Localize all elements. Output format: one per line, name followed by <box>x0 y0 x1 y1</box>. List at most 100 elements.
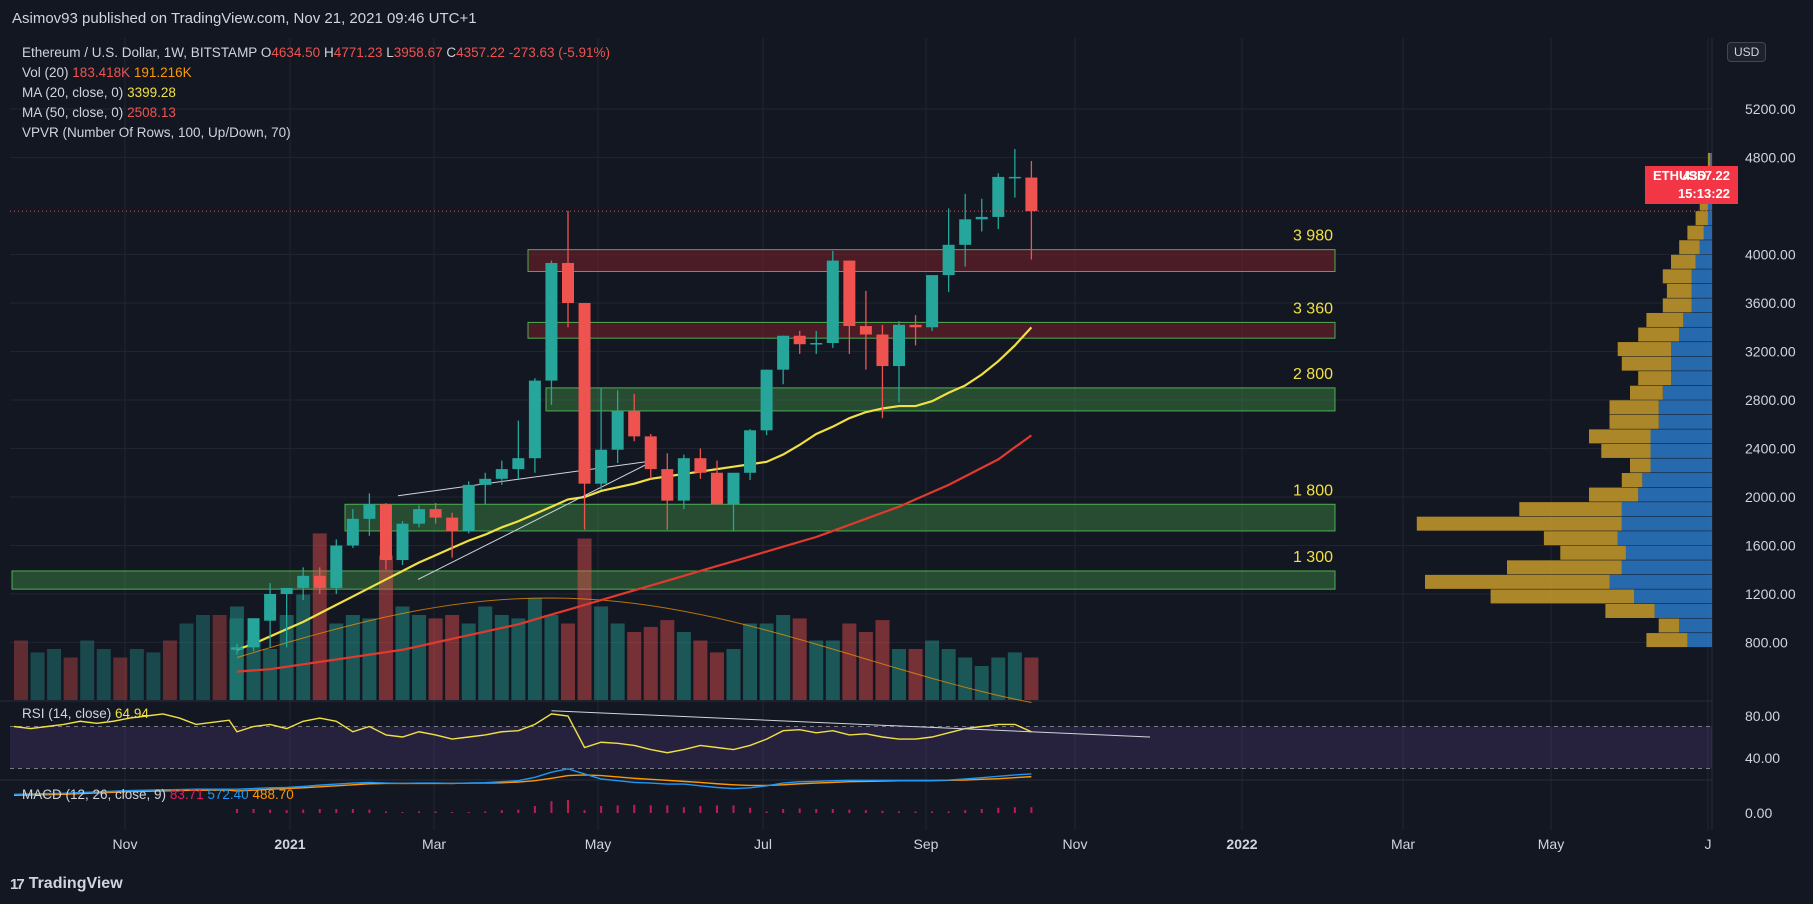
support-resistance-zone <box>545 387 1336 412</box>
vpvr-up-bar <box>1617 531 1712 546</box>
volume-bar <box>511 618 526 700</box>
macd-histogram-bar <box>765 811 768 813</box>
vpvr-down-bar <box>1560 545 1626 560</box>
vpvr-up-bar <box>1662 385 1712 400</box>
price-axis-label: 2400.00 <box>1745 441 1796 457</box>
macd-histogram-bar <box>500 810 503 813</box>
support-resistance-zone <box>344 503 1336 532</box>
volume-bar-history <box>146 652 161 700</box>
volume-bar <box>958 657 973 700</box>
legend-rsi[interactable]: RSI (14, close) 64.94 <box>22 706 149 721</box>
price-axis-label: 4800.00 <box>1745 150 1796 166</box>
macd-histogram-bar <box>467 812 470 813</box>
macd-histogram-bar <box>815 809 818 813</box>
vpvr-down-bar <box>1630 385 1663 400</box>
tradingview-brand[interactable]: 17 TradingView <box>10 875 123 893</box>
vpvr-up-bar <box>1683 312 1712 327</box>
legend-ma50[interactable]: MA (50, close, 0) 2508.13 <box>22 105 176 120</box>
macd-histogram-bar <box>351 809 354 813</box>
macd-histogram-bar <box>418 811 421 813</box>
legend-macd[interactable]: MACD (12, 26, close, 9) 83.71 572.40 488… <box>22 787 294 802</box>
publish-header: Asimov93 published on TradingView.com, N… <box>0 0 1813 38</box>
candle-body <box>379 504 392 561</box>
candle-body <box>959 219 972 245</box>
rsi-axis-label: 40.00 <box>1745 750 1780 766</box>
time-axis-label: Mar <box>1391 836 1415 852</box>
volume-bar <box>809 640 824 700</box>
volume-bar <box>974 666 989 700</box>
vpvr-up-bar <box>1695 254 1712 269</box>
candle-body <box>942 244 955 276</box>
candle-body <box>396 523 409 561</box>
ma20-label: MA (20, close, 0) <box>22 85 124 100</box>
legend-vpvr[interactable]: VPVR (Number Of Rows, 100, Up/Down, 70) <box>22 125 291 140</box>
volume-bar-history <box>63 657 78 700</box>
close-value: 4357.22 <box>456 45 505 60</box>
macd-signal-line <box>13 774 1032 797</box>
vpvr-up-bar <box>1691 283 1712 298</box>
last-price-tag: ETHUSD 4357.22 15:13:22 <box>1645 166 1738 204</box>
candle-body <box>644 436 657 470</box>
candle-body <box>346 518 359 546</box>
macd-histogram-bar <box>451 812 454 813</box>
macd-histogram-bar <box>864 810 867 813</box>
vpvr-down-bar <box>1695 211 1708 226</box>
currency-button[interactable]: USD <box>1727 42 1767 62</box>
time-axis-label: Sep <box>914 836 939 852</box>
macd-histogram-bar <box>484 811 487 813</box>
macd-histogram-bar <box>699 806 702 813</box>
vpvr-down-bar <box>1609 414 1659 429</box>
candle-body <box>926 275 939 328</box>
macd-histogram-bar <box>914 811 917 813</box>
price-axis-label: 4000.00 <box>1745 247 1796 263</box>
vpvr-down-bar <box>1679 240 1700 255</box>
vpvr-up-bar <box>1679 618 1712 633</box>
vpvr-down-bar <box>1666 283 1692 298</box>
rsi-band <box>10 726 1712 769</box>
macd-histogram-bar <box>269 809 272 813</box>
vpvr-down-bar <box>1662 269 1692 284</box>
vpvr-up-bar <box>1621 560 1712 575</box>
vpvr-down-bar <box>1638 327 1680 342</box>
macd-histogram-bar <box>732 805 735 813</box>
volume-bar <box>561 623 575 700</box>
vpvr-up-bar <box>1658 400 1712 415</box>
macd-histogram-bar <box>881 810 884 813</box>
ma20-line <box>236 326 1033 651</box>
volume-bar <box>296 594 311 700</box>
rsi-label: RSI (14, close) <box>22 706 112 721</box>
macd-histogram-bar <box>583 810 586 813</box>
candle-body <box>744 430 757 473</box>
volume-bar-history <box>47 649 62 700</box>
vpvr-up-bar <box>1679 327 1712 342</box>
candle-body <box>826 260 839 344</box>
volume-bar <box>892 649 906 700</box>
macd-histogram-bar <box>550 801 553 813</box>
vol-label: Vol (20) <box>22 65 69 80</box>
macd-line <box>13 768 1032 795</box>
vpvr-down-bar <box>1707 152 1711 167</box>
volume-bar-history <box>162 640 177 700</box>
vpvr-down-bar <box>1425 574 1610 589</box>
vpvr-down-bar <box>1687 225 1704 240</box>
volume-bar <box>776 615 791 700</box>
last-price-symbol: ETHUSD <box>1653 168 1707 183</box>
ma50-label: MA (50, close, 0) <box>22 105 124 120</box>
macd-histogram-bar <box>649 805 652 813</box>
vpvr-down-bar <box>1630 458 1651 473</box>
vpvr-up-bar <box>1621 516 1712 531</box>
legend-ma20[interactable]: MA (20, close, 0) 3399.28 <box>22 85 176 100</box>
legend-volume[interactable]: Vol (20) 183.418K 191.216K <box>22 65 192 80</box>
candle-body <box>462 484 475 531</box>
symbol-title[interactable]: Ethereum / U.S. Dollar, 1W, BITSTAMP <box>22 45 258 60</box>
candle-body <box>413 509 426 524</box>
candle-body <box>909 324 922 328</box>
vpvr-up-bar <box>1650 458 1712 473</box>
candle-body <box>694 458 707 473</box>
candle-body <box>611 410 624 450</box>
volume-bar <box>643 626 658 700</box>
time-axis-label: Nov <box>1063 836 1088 852</box>
zone-label: 3 980 <box>1293 228 1333 245</box>
candle-body <box>727 472 740 505</box>
